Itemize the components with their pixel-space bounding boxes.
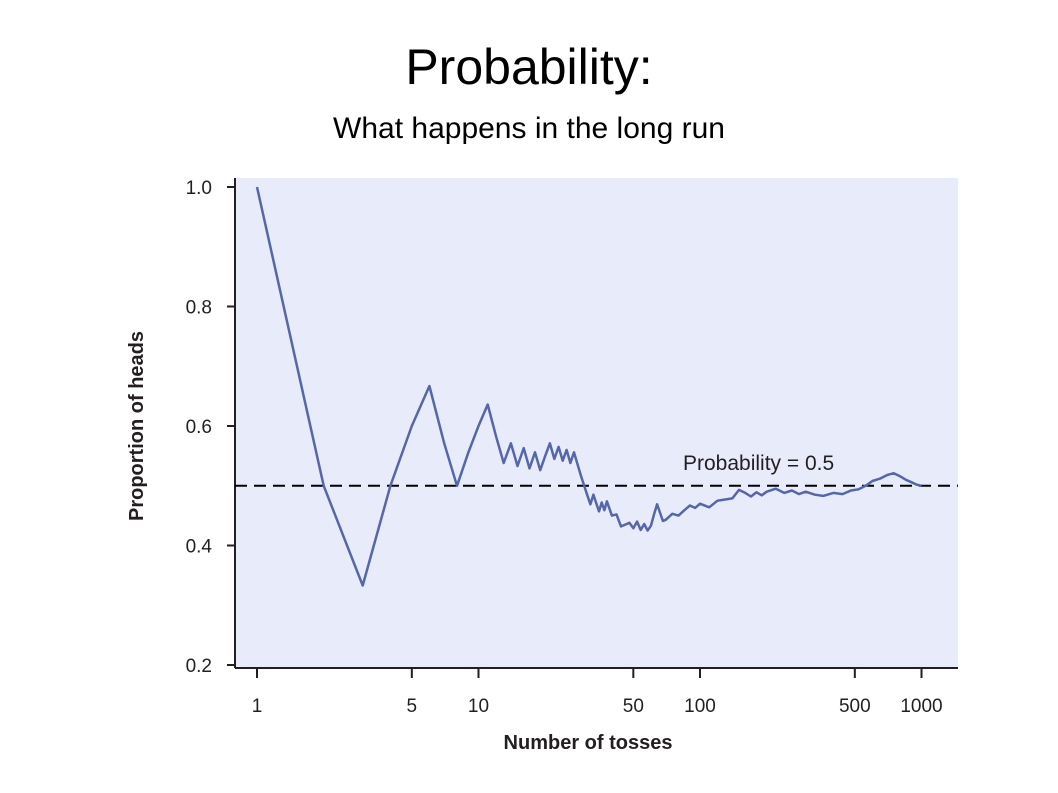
y-axis-title: Proportion of heads — [126, 331, 148, 521]
y-tick-label: 1.0 — [186, 178, 212, 199]
slide-subtitle: What happens in the long run — [333, 112, 725, 145]
y-tick-label: 0.6 — [186, 417, 212, 438]
x-tick-label: 1000 — [900, 696, 942, 717]
y-tick-label: 0.8 — [186, 298, 212, 319]
x-tick-label: 500 — [839, 696, 871, 717]
x-axis-title: Number of tosses — [504, 732, 673, 754]
x-tick-label: 50 — [623, 696, 644, 717]
reference-line-label: Probability = 0.5 — [683, 452, 834, 475]
slide-title: Probability: — [405, 39, 653, 95]
plot-background — [235, 178, 958, 668]
y-axis-ticks: 0.2 0.4 0.6 0.8 1.0 — [186, 178, 235, 677]
x-tick-label: 100 — [684, 696, 716, 717]
x-tick-label: 10 — [468, 696, 489, 717]
y-tick-label: 0.2 — [186, 656, 212, 677]
y-tick-label: 0.4 — [186, 537, 213, 558]
x-axis-ticks: 1 5 10 50 100 500 1000 — [252, 668, 943, 717]
x-tick-label: 5 — [407, 696, 418, 717]
x-tick-label: 1 — [252, 696, 263, 717]
series-line — [255, 186, 922, 587]
